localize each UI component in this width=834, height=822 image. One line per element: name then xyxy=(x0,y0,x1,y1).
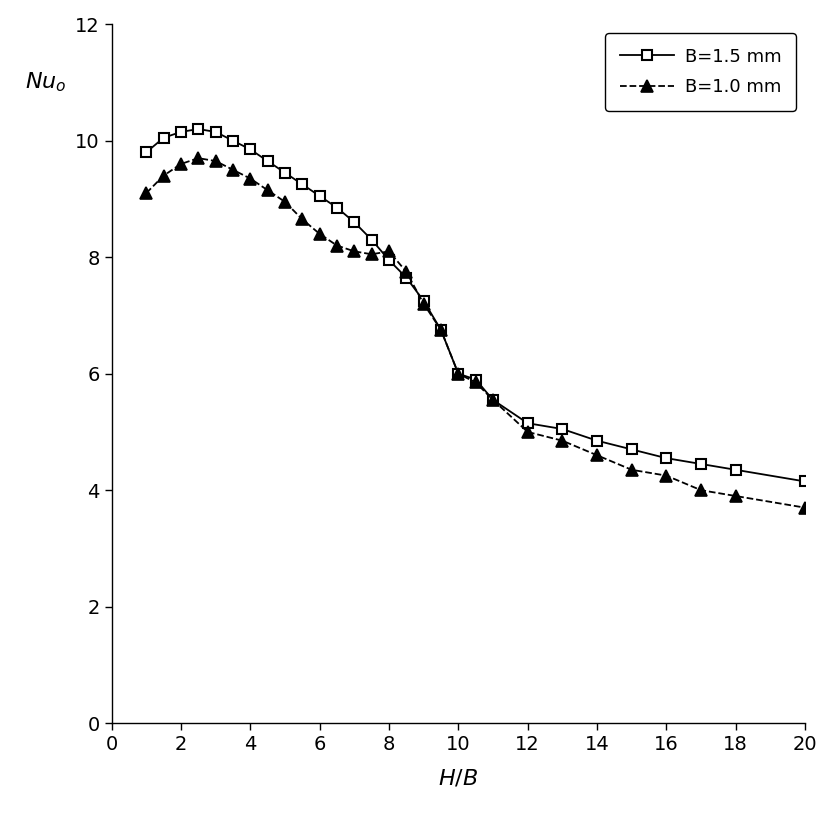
B=1.5 mm xyxy=(228,136,238,145)
B=1.0 mm xyxy=(800,503,810,513)
B=1.0 mm xyxy=(661,471,671,481)
B=1.5 mm xyxy=(193,124,203,134)
B=1.5 mm xyxy=(626,445,636,455)
B=1.5 mm xyxy=(384,255,394,265)
B=1.0 mm xyxy=(349,247,359,256)
B=1.0 mm xyxy=(280,197,290,207)
B=1.0 mm xyxy=(193,153,203,163)
B=1.5 mm xyxy=(401,273,411,283)
B=1.0 mm xyxy=(696,485,706,495)
Line: B=1.5 mm: B=1.5 mm xyxy=(142,124,810,487)
B=1.5 mm xyxy=(557,424,567,434)
B=1.5 mm xyxy=(731,465,741,475)
B=1.0 mm xyxy=(436,325,446,335)
B=1.5 mm xyxy=(349,217,359,227)
B=1.5 mm xyxy=(696,459,706,469)
B=1.0 mm xyxy=(314,229,324,239)
B=1.0 mm xyxy=(332,241,342,251)
X-axis label: $\mathit{H/B}$: $\mathit{H/B}$ xyxy=(438,768,479,789)
B=1.5 mm xyxy=(211,127,221,137)
B=1.5 mm xyxy=(141,147,151,157)
B=1.0 mm xyxy=(626,465,636,475)
B=1.5 mm xyxy=(436,325,446,335)
B=1.5 mm xyxy=(297,179,307,189)
B=1.5 mm xyxy=(176,127,186,137)
B=1.0 mm xyxy=(557,436,567,446)
B=1.5 mm xyxy=(332,203,342,213)
B=1.5 mm xyxy=(523,418,533,428)
B=1.0 mm xyxy=(731,491,741,501)
B=1.5 mm xyxy=(454,369,464,379)
B=1.0 mm xyxy=(297,215,307,224)
B=1.0 mm xyxy=(592,450,602,460)
B=1.0 mm xyxy=(488,395,498,404)
B=1.5 mm xyxy=(245,145,255,155)
B=1.5 mm xyxy=(263,156,273,166)
B=1.0 mm xyxy=(245,173,255,183)
B=1.5 mm xyxy=(314,191,324,201)
B=1.0 mm xyxy=(401,267,411,277)
B=1.0 mm xyxy=(263,185,273,195)
B=1.0 mm xyxy=(367,249,377,259)
B=1.5 mm xyxy=(800,477,810,487)
B=1.0 mm xyxy=(523,427,533,436)
B=1.0 mm xyxy=(228,165,238,175)
B=1.5 mm xyxy=(488,395,498,404)
B=1.5 mm xyxy=(661,453,671,463)
B=1.0 mm xyxy=(176,159,186,169)
B=1.5 mm xyxy=(367,235,377,245)
B=1.0 mm xyxy=(419,299,429,309)
Legend: B=1.5 mm, B=1.0 mm: B=1.5 mm, B=1.0 mm xyxy=(605,33,796,111)
B=1.0 mm xyxy=(454,369,464,379)
B=1.5 mm xyxy=(158,133,168,143)
B=1.5 mm xyxy=(470,375,480,385)
B=1.0 mm xyxy=(211,156,221,166)
Text: $\mathit{Nu_o}$: $\mathit{Nu_o}$ xyxy=(25,71,67,94)
B=1.0 mm xyxy=(470,377,480,387)
B=1.0 mm xyxy=(384,247,394,256)
B=1.5 mm xyxy=(419,296,429,306)
B=1.5 mm xyxy=(592,436,602,446)
B=1.0 mm xyxy=(141,188,151,198)
B=1.0 mm xyxy=(158,171,168,181)
Text: $\mathit{Re=200}$: $\mathit{Re=200}$ xyxy=(717,38,798,56)
B=1.5 mm xyxy=(280,168,290,178)
Line: B=1.0 mm: B=1.0 mm xyxy=(141,153,811,513)
